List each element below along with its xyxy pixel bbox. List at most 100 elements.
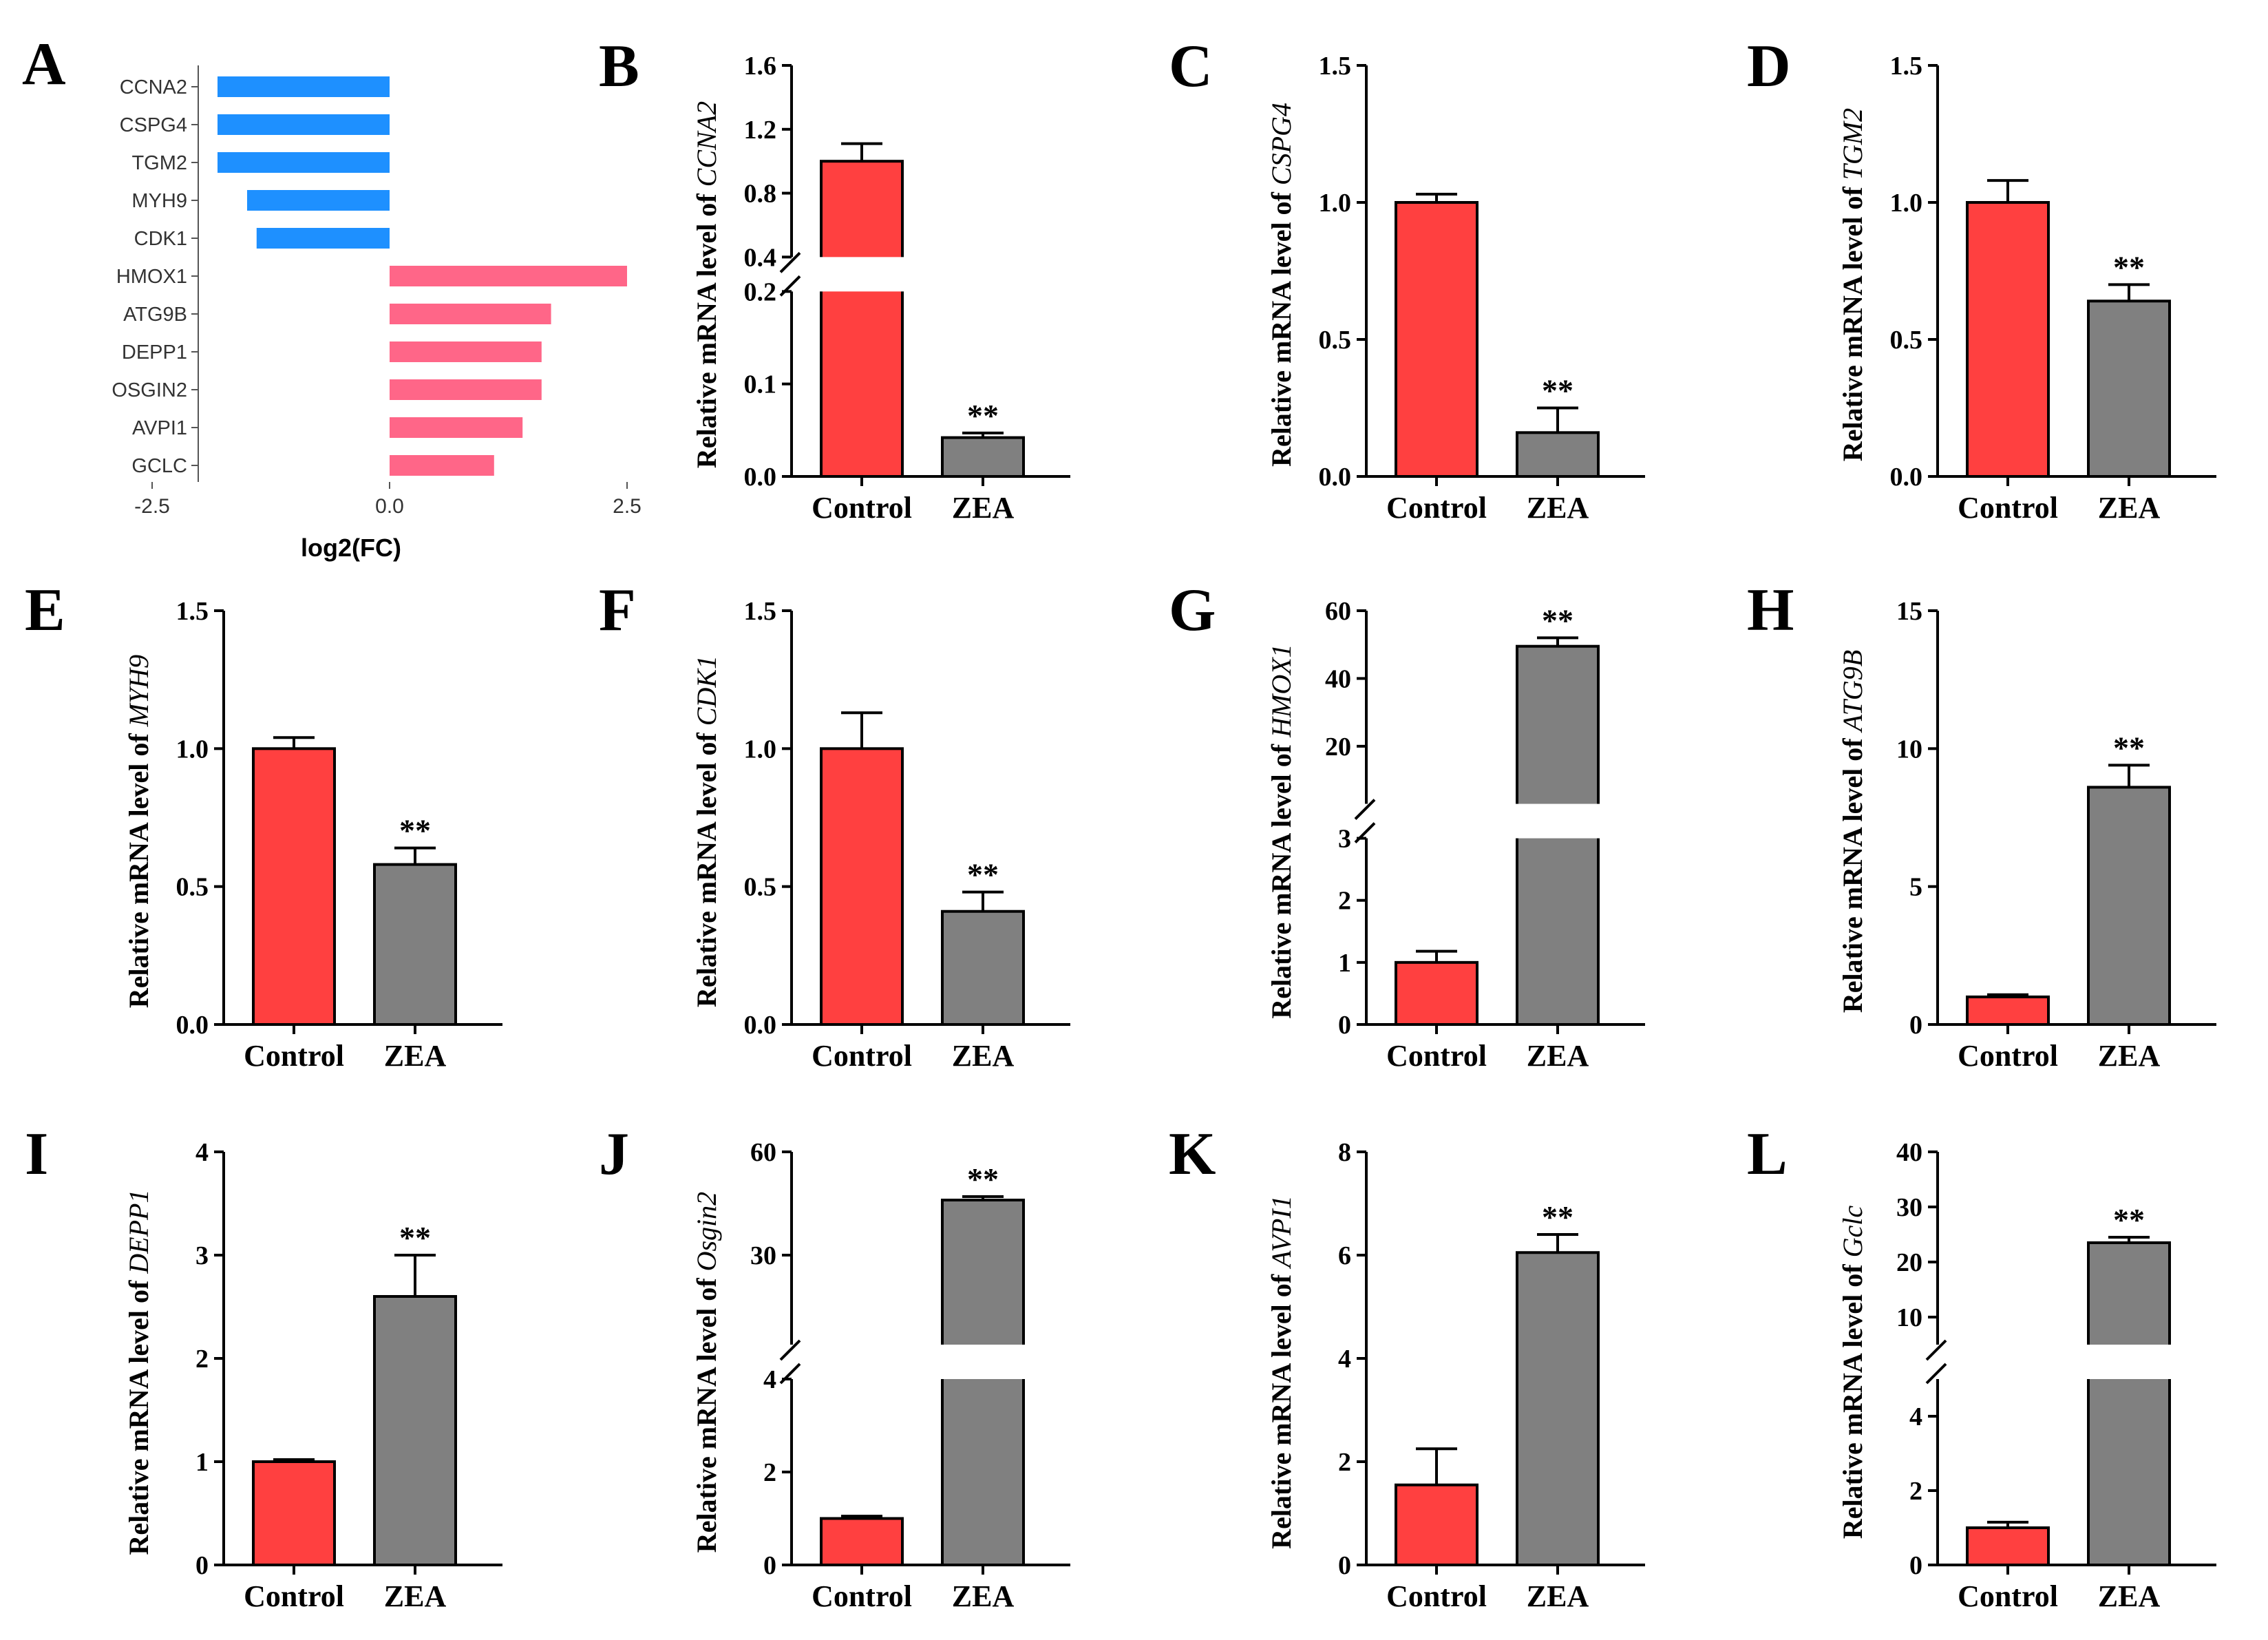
panel-C: C 0.0 0.5 1.0 1.5 Control ** ZEA Relative mRNA l…	[1169, 33, 1645, 525]
y-tick-label: 1	[195, 1448, 209, 1477]
y-axis-label-prefix: Relative mRNA level of	[691, 726, 722, 1007]
panel-H: H 0 5 10 15 Control ** ZEA Relative mRNA level o…	[1747, 577, 2216, 1073]
y-axis-label-prefix: Relative mRNA level of	[1837, 731, 1868, 1013]
y-tick-label: 1.5	[1890, 52, 1923, 81]
x-tick-label: Control	[1958, 491, 2058, 525]
log2fc-bar-atg9b	[390, 304, 551, 324]
x-tick-label: ZEA	[952, 1039, 1015, 1073]
significance-label: **	[1542, 1199, 1573, 1234]
gene-label: HMOX1	[116, 266, 187, 288]
y-axis-label-gene: AVPI1	[1266, 1195, 1297, 1270]
x-tick-label: ZEA	[1527, 1039, 1589, 1073]
x-tick-label: 2.5	[613, 495, 642, 518]
y-tick-label: 0.2	[744, 277, 777, 306]
y-tick-label: 0	[763, 1551, 776, 1580]
y-tick-label: 2	[1909, 1477, 1922, 1506]
y-axis-label: Relative mRNA level of DEPP1	[123, 1190, 154, 1555]
axis-break-mark	[1925, 1339, 1947, 1361]
y-axis-label-prefix: Relative mRNA level of	[1837, 180, 1868, 461]
gene-label: CSPG4	[120, 114, 187, 136]
x-tick-label: Control	[244, 1579, 344, 1613]
y-tick-label: 0.8	[744, 180, 777, 209]
significance-label: **	[1542, 602, 1573, 638]
y-axis-label-prefix: Relative mRNA level of	[1266, 1268, 1297, 1549]
y-axis-label-gene: TGM2	[1837, 108, 1868, 180]
gene-label: CCNA2	[120, 76, 187, 98]
y-tick-label: 6	[1338, 1241, 1351, 1270]
panel-letter: K	[1169, 1121, 1216, 1188]
panel-B: B 0.0 0.1 0.2 0.4 0.8 1.2 1.6 Control ** ZEA Relati…	[599, 33, 1070, 525]
x-tick-label: Control	[812, 1579, 912, 1613]
panel-letter: J	[599, 1121, 629, 1188]
log2fc-bar-osgin2	[390, 379, 542, 400]
panel-letter: I	[25, 1121, 48, 1188]
y-tick-label: 0	[1338, 1551, 1351, 1580]
y-tick-label: 0.0	[744, 1011, 777, 1040]
y-tick-label: 0.0	[1319, 463, 1352, 492]
gene-label: MYH9	[131, 190, 187, 212]
gene-label: ATG9B	[123, 304, 187, 326]
y-axis-label-gene: HMOX1	[1266, 644, 1297, 738]
x-tick-label: Control	[1386, 491, 1487, 525]
y-tick-label: 10	[1896, 1303, 1922, 1332]
y-tick-label: 1.0	[1319, 189, 1352, 218]
y-axis-label-prefix: Relative mRNA level of	[691, 1271, 722, 1553]
bar-control	[252, 747, 336, 1027]
panel-letter: E	[25, 577, 65, 644]
y-tick-label: 1.5	[176, 597, 209, 626]
significance-label: **	[2113, 249, 2145, 284]
y-axis-label: Relative mRNA level of Gclc	[1837, 1206, 1868, 1539]
x-tick-label: Control	[244, 1039, 344, 1073]
y-tick-label: 30	[750, 1241, 776, 1270]
x-tick-label: Control	[1386, 1039, 1487, 1073]
gene-label: DEPP1	[122, 341, 187, 364]
significance-label: **	[967, 857, 999, 892]
significance-label: **	[399, 1220, 431, 1255]
y-axis-label-prefix: Relative mRNA level of	[691, 187, 722, 468]
bar-control	[1966, 995, 2050, 1027]
x-tick-label: Control	[1958, 1579, 2058, 1613]
bar-break-gap	[1514, 803, 1601, 839]
bar-control	[1395, 1483, 1479, 1566]
y-tick-label: 60	[750, 1138, 776, 1167]
y-tick-label: 15	[1896, 597, 1922, 626]
panel-letter: A	[22, 31, 66, 98]
y-axis-label-prefix: Relative mRNA level of	[1266, 185, 1297, 467]
x-tick-label: Control	[812, 491, 912, 525]
panel-letter: H	[1747, 577, 1794, 644]
bar-break-gap	[2086, 1345, 2172, 1379]
y-tick-label: 4	[1909, 1402, 1922, 1431]
x-axis-label: log2(FC)	[301, 534, 401, 562]
y-tick-label: 0.5	[1319, 326, 1352, 355]
x-tick-label: Control	[1958, 1039, 2058, 1073]
panel-E: E 0.0 0.5 1.0 1.5 Control ** ZEA Relative mRNA l…	[25, 577, 502, 1073]
y-tick-label: 60	[1325, 597, 1351, 626]
y-axis-label-gene: MYH9	[123, 655, 154, 727]
y-tick-label: 0.1	[744, 370, 777, 399]
y-tick-label: 2	[763, 1458, 776, 1487]
x-tick-label: -2.5	[134, 495, 170, 518]
y-tick-label: 0.0	[1890, 463, 1923, 492]
y-tick-label: 3	[1338, 825, 1351, 854]
y-axis-label: Relative mRNA level of CSPG4	[1266, 103, 1297, 467]
significance-label: **	[967, 398, 999, 433]
log2fc-bar-myh9	[247, 190, 390, 211]
panel-K: K 0 2 4 6 8 Control ** ZEA Relative mRNA level of…	[1169, 1121, 1645, 1613]
y-tick-label: 2	[195, 1345, 209, 1374]
y-tick-label: 0	[1909, 1551, 1922, 1580]
y-axis-label-gene: Gclc	[1837, 1206, 1868, 1258]
y-tick-label: 1.0	[744, 735, 777, 764]
bar-zea	[941, 436, 1025, 478]
x-tick-label: ZEA	[1527, 491, 1589, 525]
y-axis-label: Relative mRNA level of TGM2	[1837, 108, 1868, 461]
y-tick-label: 1.0	[1890, 189, 1923, 218]
y-axis-label-prefix: Relative mRNA level of	[1266, 737, 1297, 1019]
y-tick-label: 4	[763, 1365, 776, 1394]
y-axis-label-prefix: Relative mRNA level of	[123, 1274, 154, 1555]
gene-label: OSGIN2	[112, 379, 187, 401]
x-tick-label: ZEA	[1527, 1579, 1589, 1613]
panel-G: G 0 1 2 3 20 40 60 Control ** ZEA Relative mRNA lev…	[1169, 577, 1645, 1073]
y-axis-label: Relative mRNA level of HMOX1	[1266, 644, 1297, 1018]
y-axis-label: Relative mRNA level of CDK1	[691, 655, 722, 1007]
log2fc-bar-cdk1	[256, 228, 390, 249]
